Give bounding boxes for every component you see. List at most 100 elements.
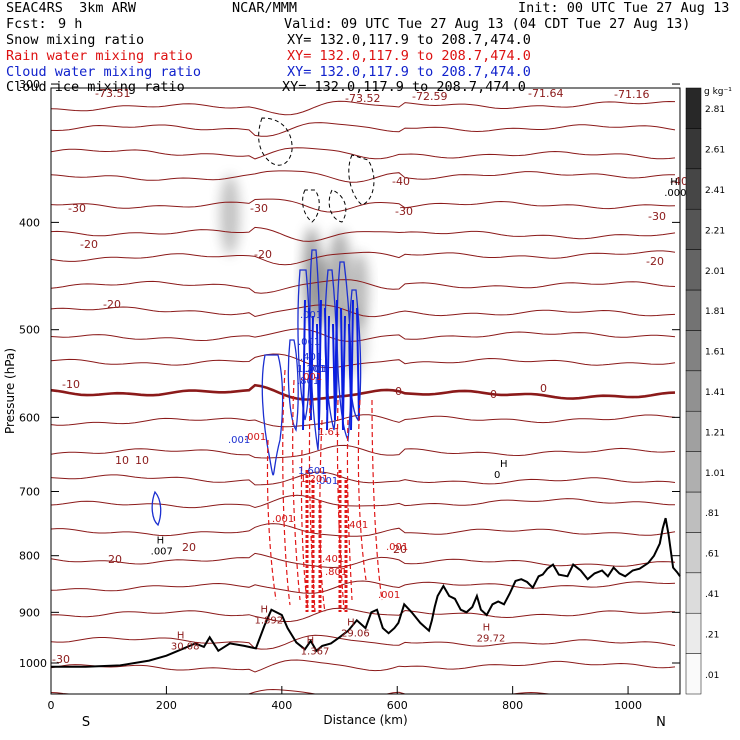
cloud-water-label: .001 [305, 364, 327, 375]
cloud-water-core-0 [302, 299, 306, 431]
colorbar-bin [685, 612, 702, 654]
y-tick-label: 1000 [19, 657, 47, 670]
plot-frame [50, 87, 681, 695]
center-label: NCAR/MMM [232, 0, 298, 16]
rain-contour-6 [346, 419, 353, 601]
rain-contour-8 [371, 399, 383, 601]
cloud-ice-contour-2 [328, 189, 347, 223]
model-title: SEAC4RS 3km ARW [6, 0, 137, 16]
temperature-contour-3 [50, 170, 675, 183]
extremum-marker: H [157, 536, 165, 547]
snow-shade-1 [219, 175, 240, 255]
temperature-contour-label: -30 [52, 653, 70, 666]
rain-label: 1.201 [300, 474, 329, 485]
colorbar-bin [685, 410, 702, 452]
rain-contour-1 [292, 379, 301, 601]
cloud-water-core-6 [326, 315, 330, 431]
temperature-contour-10 [50, 353, 676, 369]
x-tick-label: 600 [387, 699, 408, 712]
cloud-water-core-8 [334, 299, 338, 411]
rain-label: 1.61 [318, 427, 340, 438]
y-tick-label: 600 [19, 411, 40, 424]
y-tick-label: 800 [19, 550, 40, 563]
field-name-cloud-water: Cloud water mixing ratio [6, 64, 202, 80]
colorbar-bin [685, 370, 702, 412]
extremum-marker: H [347, 618, 355, 629]
colorbar-tick-label: .01 [705, 671, 719, 681]
cloud-water-contour-6 [287, 339, 299, 432]
temperature-contour-label: 0 [395, 385, 402, 398]
temperature-contour-7 [50, 279, 676, 294]
cloud-water-core-13 [356, 307, 360, 421]
temperature-contour-5 [50, 226, 676, 242]
temperature-contour-0 [50, 100, 676, 116]
colorbar-bin [685, 491, 702, 533]
cloud-water-label: 1.601 [298, 466, 327, 477]
init-time: Init: 00 UTC Tue 27 Aug 13 [518, 0, 730, 16]
cloud-ice-contour-1 [302, 189, 320, 223]
temperature-contour-8 [50, 304, 676, 318]
colorbar-bin [685, 572, 702, 614]
temperature-contour-11 [50, 383, 676, 401]
extremum-marker: H [670, 177, 678, 188]
extremum-value: 30.08 [171, 641, 200, 652]
extremum-value: .000 [664, 188, 686, 199]
rain-label: .001 [386, 542, 408, 553]
extremum-value: 29.06 [341, 629, 370, 640]
temperature-contour-19 [50, 607, 675, 623]
cloud-water-contour-7 [151, 490, 162, 527]
temperature-contour-20 [50, 634, 676, 650]
y-axis-title: Pressure (hPa) [3, 348, 17, 434]
rain-label: .801 [325, 567, 347, 578]
temperature-contour-22 [50, 688, 675, 695]
forecast-hour: 9 h [58, 16, 83, 32]
temperature-contour-label: -30 [68, 202, 86, 215]
y-tick-label: 300 [19, 78, 40, 91]
colorbar-tick-label: 1.21 [705, 428, 725, 438]
temperature-contour-label: -30 [648, 210, 666, 223]
y-tick-label: 500 [19, 324, 40, 337]
cloud-water-label: .001 [316, 476, 338, 487]
temperature-contour-label: -10 [62, 378, 80, 391]
colorbar-bin [685, 451, 702, 493]
x-tick-label: 0 [48, 699, 55, 712]
temperature-contour-label: 20 [393, 543, 407, 556]
terrain-profile [51, 517, 681, 668]
colorbar-bin [685, 87, 702, 129]
colorbar-tick-label: .41 [705, 590, 719, 600]
cloud-water-core-10 [342, 315, 346, 421]
temperature-contour-4 [50, 198, 676, 213]
colorbar-tick-label: 2.81 [705, 105, 725, 115]
extremum-value: 29.72 [477, 634, 506, 645]
extremum-marker: H [177, 630, 185, 641]
temperature-contour-label: -73.52 [345, 92, 380, 105]
colorbar-bin [685, 653, 702, 695]
extremum-value: .007 [151, 547, 173, 558]
cloud-ice-contour-0 [258, 117, 293, 166]
cloud-water-core-4 [318, 299, 322, 421]
extremum-marker: H [500, 459, 508, 470]
x-tick-label: 400 [271, 699, 292, 712]
temperature-contour-label: -30 [395, 205, 413, 218]
rain-contour-7 [357, 399, 367, 581]
rain-label: .001 [378, 590, 400, 601]
temperature-contour-label: -20 [103, 298, 121, 311]
x-tick-label: 800 [502, 699, 523, 712]
temperature-contour-label: -20 [254, 248, 272, 261]
x-axis-title: Distance (km) [323, 713, 407, 727]
rain-label: .001 [244, 432, 266, 443]
temperature-contour-label: -40 [670, 175, 688, 188]
temperature-contour-15 [50, 494, 676, 509]
extremum-value: 1.367 [301, 646, 330, 657]
rain-label: .401 [346, 520, 368, 531]
temperature-contour-21 [50, 659, 676, 673]
temperature-contour-9 [50, 328, 676, 342]
colorbar-tick-label: 2.41 [705, 186, 725, 196]
temperature-contour-label: 20 [108, 553, 122, 566]
rain-contour-4 [319, 419, 326, 613]
colorbar-tick-label: .21 [705, 630, 719, 640]
temperature-contour-6 [50, 250, 676, 266]
extremum-marker: H [261, 604, 269, 615]
x-tick-label: 200 [156, 699, 177, 712]
field-name-cloud-ice: Cloud ice mixing ratio [6, 79, 185, 95]
